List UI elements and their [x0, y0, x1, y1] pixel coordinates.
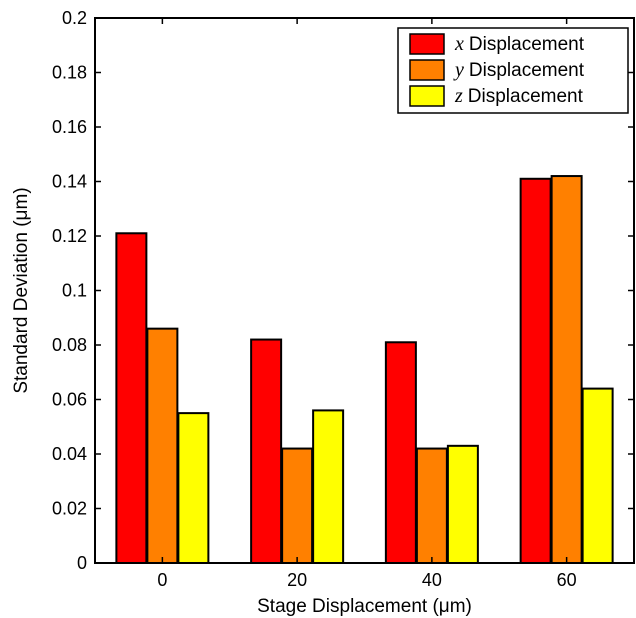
legend-swatch-x [409, 33, 445, 55]
legend-var-x: x [454, 33, 464, 55]
bar-x-20 [250, 338, 283, 564]
y-axis-label: Standard Deviation (μm) [11, 187, 32, 393]
y-tick-label: 0.14 [52, 172, 87, 192]
y-axis-ticks: 0 0.02 0.04 0.06 0.08 0.1 0.12 0.14 0.16 0.18 0.2 [52, 8, 634, 573]
legend-var-z: z [454, 85, 463, 107]
legend-label-y: Displacement [469, 60, 585, 81]
y-tick-label: 0.18 [52, 63, 87, 83]
legend-swatch-z [409, 85, 445, 107]
y-tick-label: 0.02 [52, 499, 87, 519]
bar-x-0 [115, 232, 148, 564]
x-tick-label: 0 [157, 570, 167, 590]
bars-group [115, 175, 614, 565]
bar-y-60 [550, 175, 583, 565]
legend-var-y: y [453, 59, 464, 81]
y-tick-label: 0.1 [62, 281, 87, 301]
y-tick-label: 0.12 [52, 226, 87, 246]
y-tick-label: 0.16 [52, 117, 87, 137]
bar-z-60 [581, 387, 614, 564]
legend-entry-z: z Displacement [454, 85, 584, 107]
bar-y-20 [281, 447, 314, 564]
bar-y-40 [415, 447, 448, 564]
x-tick-label: 60 [557, 570, 577, 590]
legend-label-z: Displacement [468, 86, 584, 107]
legend-entry-y: y Displacement [453, 59, 585, 81]
y-tick-label: 0 [77, 553, 87, 573]
legend-entry-x: x Displacement [454, 33, 585, 55]
legend-swatch-y [409, 59, 445, 81]
x-tick-label: 40 [422, 570, 442, 590]
bar-z-20 [312, 409, 345, 564]
bar-y-0 [146, 327, 179, 564]
y-tick-label: 0.04 [52, 444, 87, 464]
y-tick-label: 0.2 [62, 8, 87, 28]
y-tick-label: 0.08 [52, 335, 87, 355]
legend-label-x: Displacement [469, 34, 585, 55]
x-axis-ticks: 0 20 40 60 [157, 18, 577, 590]
x-tick-label: 20 [287, 570, 307, 590]
y-tick-label: 0.06 [52, 390, 87, 410]
bar-z-0 [177, 412, 210, 564]
x-axis-label: Stage Displacement (μm) [257, 596, 472, 617]
bar-x-40 [384, 341, 417, 564]
bar-z-40 [446, 444, 479, 565]
bar-x-60 [519, 177, 552, 564]
